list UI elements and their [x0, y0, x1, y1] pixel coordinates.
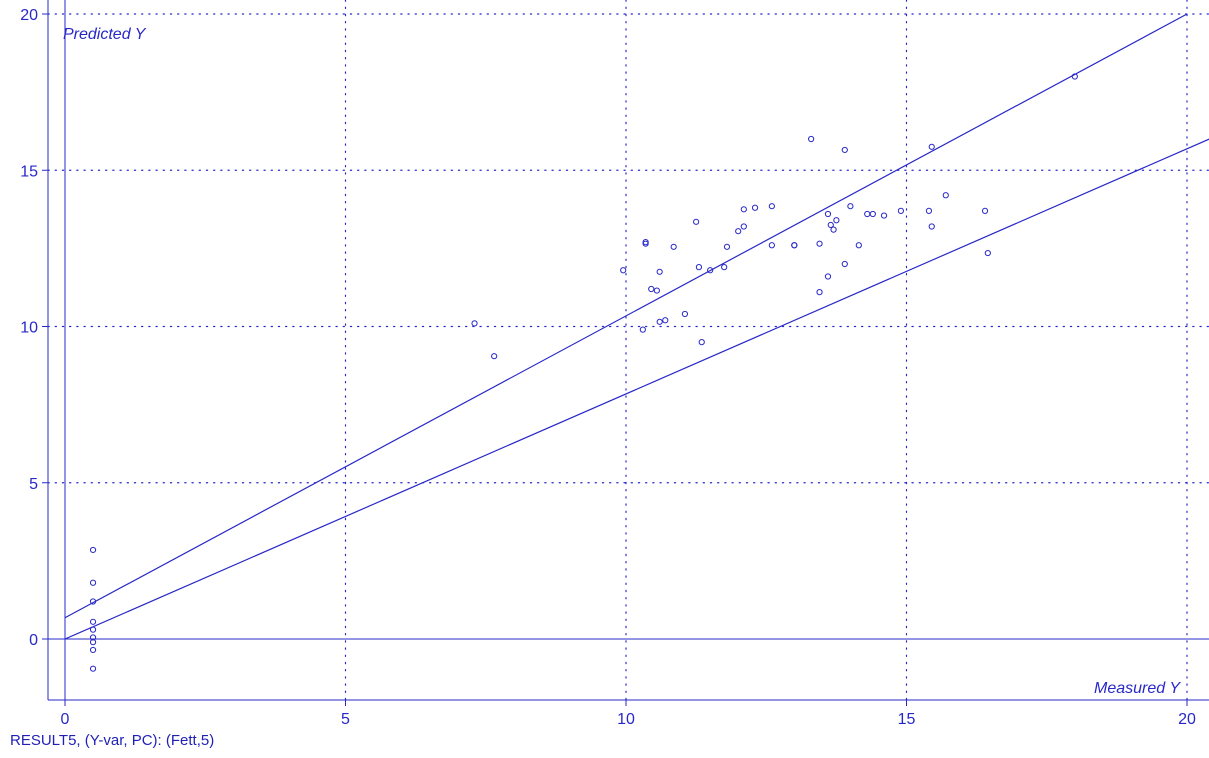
data-point [707, 267, 714, 274]
y-tick-label: 5 [29, 476, 38, 493]
data-point [656, 268, 663, 275]
data-point [791, 242, 798, 249]
target-line [64, 138, 1209, 640]
y-axis-title: Predicted Y [63, 26, 147, 43]
data-point [89, 665, 97, 672]
data-point [648, 285, 655, 293]
data-point [841, 260, 848, 268]
data-point [740, 223, 747, 230]
data-point [808, 135, 815, 143]
x-tick-label: 5 [341, 711, 350, 728]
data-point [735, 228, 742, 235]
data-point [89, 618, 97, 625]
y-tick-label: 20 [20, 7, 38, 24]
data-point [897, 207, 904, 214]
data-point [653, 287, 660, 294]
data-point [89, 634, 97, 641]
data-point [662, 317, 669, 324]
data-point [89, 579, 97, 586]
data-point [816, 240, 823, 247]
y-tick-label: 10 [20, 320, 38, 337]
data-point [925, 207, 933, 214]
data-point [89, 626, 97, 633]
data-point [656, 318, 663, 325]
data-point [847, 203, 854, 210]
data-point [740, 206, 747, 213]
data-point [827, 221, 834, 229]
x-tick-label: 20 [1178, 711, 1196, 728]
data-point [928, 223, 935, 230]
data-point [693, 218, 700, 225]
data-point [841, 146, 848, 154]
data-point [89, 646, 97, 654]
data-point [89, 546, 97, 554]
data-point [751, 204, 759, 211]
data-point [880, 212, 888, 219]
data-point [1071, 73, 1078, 80]
data-point [824, 210, 832, 218]
x-tick-label: 15 [898, 711, 916, 728]
x-tick-label: 0 [61, 711, 70, 728]
data-point [639, 326, 646, 333]
data-point [681, 310, 689, 318]
data-point [984, 249, 991, 257]
data-point [981, 207, 989, 214]
data-point [89, 639, 97, 646]
result-footer-label: RESULT5, (Y-var, PC): (Fett,5) [10, 732, 215, 749]
data-point [833, 217, 840, 224]
data-point [670, 243, 677, 250]
data-point [695, 264, 703, 271]
data-point [855, 242, 862, 249]
data-point [830, 226, 837, 233]
x-axis-title: Measured Y [1094, 680, 1181, 697]
data-point [620, 267, 627, 274]
data-point [89, 598, 97, 605]
data-point [869, 210, 876, 218]
data-point [864, 210, 871, 218]
data-point [768, 242, 775, 249]
data-point [816, 289, 823, 296]
data-point [824, 273, 832, 280]
x-tick-label: 10 [617, 711, 635, 728]
data-point [768, 203, 775, 210]
data-point [942, 192, 949, 199]
y-tick-label: 0 [29, 632, 38, 649]
data-point [471, 320, 478, 327]
data-point [698, 339, 705, 346]
data-point [491, 353, 498, 360]
data-point [721, 264, 728, 271]
y-tick-label: 15 [20, 163, 38, 180]
data-point [642, 240, 649, 247]
data-point [723, 243, 731, 250]
data-point [928, 143, 935, 150]
regression-line [64, 13, 1188, 619]
